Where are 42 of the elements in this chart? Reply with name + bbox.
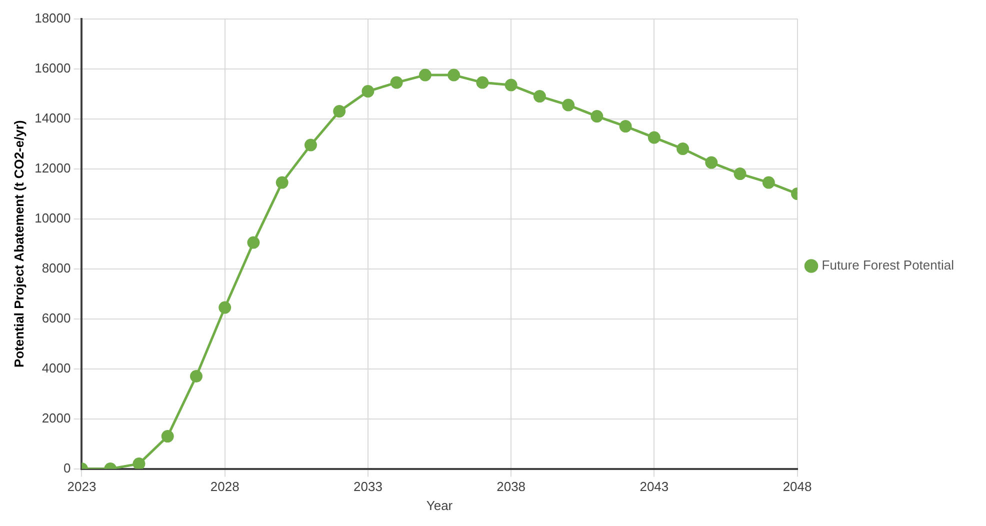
point <box>333 105 346 118</box>
point <box>762 176 775 189</box>
point <box>676 142 690 156</box>
point <box>619 120 632 133</box>
point <box>132 458 146 469</box>
y-tick-label: 2000 <box>42 410 71 426</box>
y-tick-label: 6000 <box>42 310 71 326</box>
point <box>476 76 489 89</box>
point <box>362 85 374 98</box>
y-tick-label: 10000 <box>34 210 71 226</box>
x-tick-label: 2043 <box>640 479 669 494</box>
point <box>276 176 288 189</box>
point <box>190 370 202 383</box>
y-tick-label: 4000 <box>42 360 71 376</box>
point <box>448 68 460 82</box>
point <box>304 138 317 152</box>
x-axis-title: Year <box>426 498 454 513</box>
y-tick-label: 0 <box>64 460 71 476</box>
point <box>533 90 546 103</box>
y-axis-title: Potential Project Abatement (t CO2-e/yr) <box>11 120 26 368</box>
legend-label: Future Forest Potential <box>822 258 954 273</box>
y-tick-label: 8000 <box>42 260 71 276</box>
x-tick-label: 2023 <box>67 479 96 494</box>
y-tick-label: 18000 <box>34 10 71 26</box>
point <box>390 76 403 89</box>
x-tick-label: 2048 <box>782 479 812 494</box>
point <box>705 156 718 169</box>
point <box>648 131 660 144</box>
point <box>218 301 232 314</box>
y-tick-label: 16000 <box>34 60 71 76</box>
y-tick-label: 14000 <box>34 110 71 126</box>
point <box>562 98 575 112</box>
point <box>161 430 174 443</box>
x-tick-label: 2028 <box>210 479 240 494</box>
x-tick-label: 2038 <box>496 479 526 494</box>
point <box>590 110 604 123</box>
point <box>418 68 432 82</box>
point <box>504 78 518 92</box>
x-tick-label: 2033 <box>354 479 382 494</box>
point <box>247 236 260 249</box>
y-tick-label: 12000 <box>34 160 71 176</box>
point <box>734 168 746 180</box>
